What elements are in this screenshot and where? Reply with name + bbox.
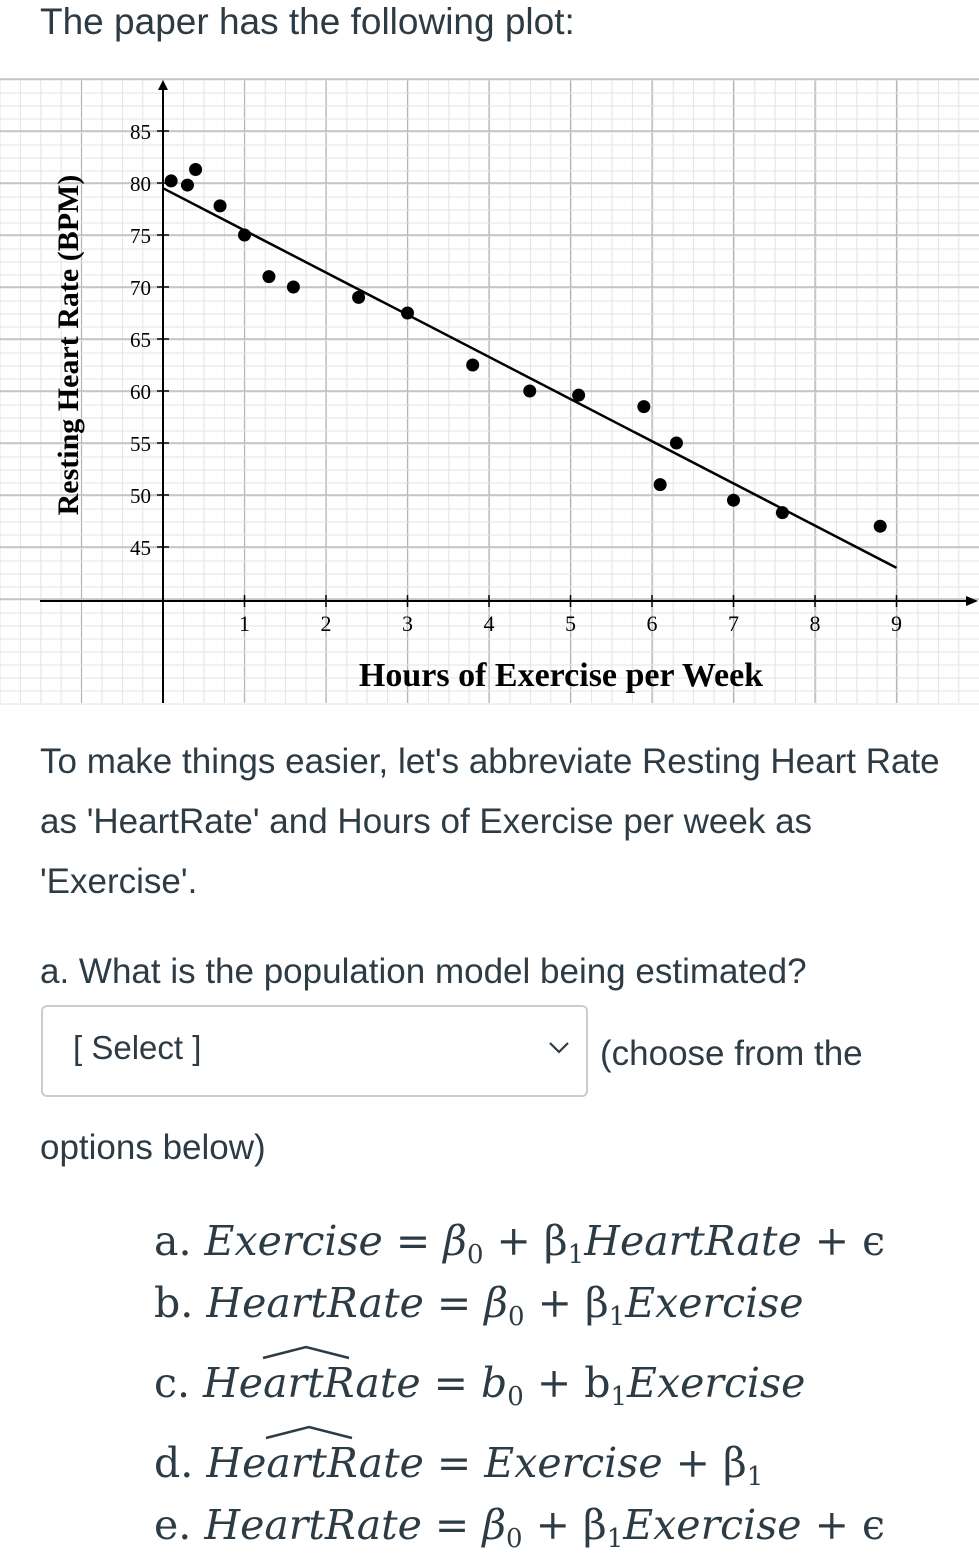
data-point — [213, 199, 227, 213]
x-tick-label: 9 — [891, 611, 902, 636]
y-tick-label: 65 — [130, 328, 151, 352]
option-d: d. HeartRate = Exercise + β1 — [154, 1425, 763, 1502]
data-point — [523, 384, 537, 398]
option-c: c. HeartRate = b0 + b1Exercise — [154, 1345, 805, 1422]
y-tick-label: 55 — [130, 432, 151, 456]
data-point — [669, 436, 683, 450]
question-a: a. What is the population model being es… — [40, 952, 807, 991]
y-tick-label: 75 — [130, 224, 151, 248]
fit-line-group — [162, 187, 898, 569]
intro-heading: The paper has the following plot: — [40, 1, 575, 42]
data-point — [238, 228, 251, 242]
data-point — [401, 306, 414, 320]
chevron-down-icon — [549, 1042, 569, 1054]
y-axis-arrow — [158, 80, 168, 90]
data-point — [727, 493, 740, 507]
y-tick-label: 80 — [130, 172, 151, 196]
x-tick-label: 6 — [647, 611, 658, 636]
y-tick-label: 50 — [130, 484, 151, 508]
options-text: options below) — [40, 1128, 266, 1167]
y-tick-label: 45 — [130, 536, 151, 560]
option-a: a. Exercise = β0 + β1HeartRate + ϵ — [154, 1217, 886, 1270]
select-value: [ Select ] — [73, 1029, 202, 1066]
x-tick-label: 7 — [728, 611, 739, 636]
choose-text: (choose from the — [600, 1034, 863, 1073]
data-point — [637, 400, 651, 414]
abbreviation-paragraph: To make things easier, let's abbreviate … — [40, 742, 940, 901]
x-tick-label: 4 — [484, 611, 495, 636]
fit-line — [162, 187, 898, 569]
x-axis-arrow — [966, 596, 978, 606]
y-tick-label: 85 — [130, 120, 151, 144]
x-tick-label: 1 — [239, 611, 250, 636]
hat-accent — [262, 1345, 350, 1360]
data-point — [164, 174, 178, 188]
option-b: b. HeartRate = β0 + β1Exercise — [154, 1279, 804, 1332]
data-point — [352, 290, 366, 304]
data-point — [775, 506, 789, 520]
hat-accent — [266, 1425, 353, 1440]
x-tick-label: 2 — [321, 611, 332, 636]
data-point — [653, 478, 667, 492]
data-point — [262, 270, 276, 284]
y-tick-label: 70 — [130, 276, 151, 300]
y-tick-label: 60 — [130, 380, 151, 404]
plot-axes — [40, 80, 978, 703]
data-point — [873, 519, 887, 533]
data-point — [466, 358, 480, 372]
data-points — [164, 162, 887, 533]
x-tick-label: 8 — [810, 611, 821, 636]
x-tick-label: 5 — [565, 611, 576, 636]
data-point — [286, 280, 300, 294]
data-point — [180, 178, 194, 192]
x-axis-label: Hours of Exercise per Week — [359, 657, 763, 694]
option-e: e. HeartRate = β0 + β1Exercise + ϵ — [154, 1501, 885, 1554]
data-point — [572, 388, 586, 402]
data-point — [189, 162, 203, 176]
x-tick-label: 3 — [402, 611, 413, 636]
model-select[interactable]: [ Select ] — [41, 1005, 588, 1097]
y-axis-label: Resting Heart Rate (BPM) — [52, 175, 85, 516]
